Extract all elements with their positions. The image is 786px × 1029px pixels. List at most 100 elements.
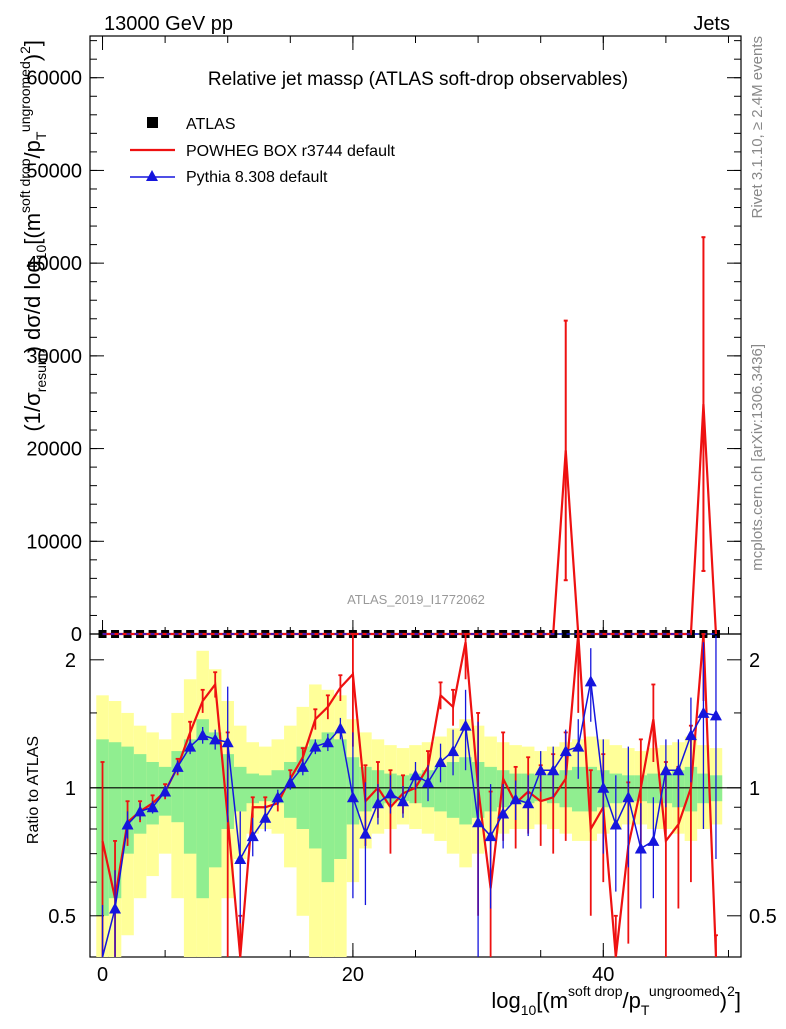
- inner-band-9: [208, 732, 222, 868]
- pythia-ratio-point-44: [647, 834, 660, 846]
- pythia-ratio-point-39: [584, 675, 597, 687]
- pythia-ratio-point-16: [296, 760, 309, 772]
- x-tick-label-2: 40: [592, 964, 614, 986]
- legend-atlas-label: ATLAS: [186, 116, 236, 133]
- pythia-ratio-point-34: [522, 797, 535, 809]
- pythia-ratio-point-28: [447, 745, 460, 757]
- legend-powheg-label: POWHEG BOX r3744 default: [186, 143, 396, 160]
- powheg-ratio-line: [101, 633, 718, 958]
- pythia-ratio-point-35: [534, 764, 547, 776]
- legend: ATLAS POWHEG BOX r3744 default Pythia 8.…: [130, 116, 396, 186]
- atlas-point-37: [561, 630, 570, 638]
- ratio-y-axis-label: Ratio to ATLAS: [25, 736, 42, 844]
- chart-title: Relative jet massρ (ATLAS soft-drop obse…: [208, 69, 628, 90]
- pythia-ratio-point-30: [472, 816, 485, 828]
- pythia-ratio-point-8: [196, 729, 209, 741]
- ratio-tick-label-0: 0.5: [48, 906, 76, 928]
- x-axis-label: log10[(msoft drop/pTungroomed)2]: [491, 983, 741, 1018]
- legend-pythia-marker: [146, 170, 158, 181]
- pythia-ratio-point-12: [246, 830, 259, 842]
- ratio-tick-label-1: 1: [65, 778, 76, 800]
- legend-pythia-label: Pythia 8.308 default: [186, 169, 328, 186]
- pythia-ratio-point-10: [221, 736, 234, 748]
- inner-band-28: [446, 761, 460, 818]
- pythia-ratio-point-20: [346, 791, 359, 803]
- inner-band-29: [459, 757, 472, 825]
- rivet-label: Rivet 3.1.10, ≥ 2.4M events: [749, 36, 766, 219]
- ratio-tick-label-right-1: 1: [749, 778, 760, 800]
- main-series-group: [98, 236, 720, 638]
- pythia-ratio-point-4: [146, 801, 159, 813]
- pythia-ratio-point-24: [396, 795, 409, 807]
- pythia-ratio-point-36: [547, 764, 560, 776]
- inner-band-17: [309, 739, 322, 849]
- inner-band-11: [233, 766, 247, 812]
- pythia-ratio-point-31: [484, 830, 497, 842]
- pythia-ratio-point-5: [159, 785, 172, 797]
- pythia-ratio-point-48: [697, 706, 710, 718]
- pythia-ratio-point-37: [559, 745, 572, 757]
- pythia-ratio-point-46: [672, 764, 685, 776]
- ratio-series-group: [100, 633, 722, 958]
- pythia-ratio-point-11: [234, 853, 247, 865]
- inner-band-19: [334, 739, 347, 860]
- pythia-ratio-point-17: [309, 740, 322, 752]
- ratio-axis-ticks: 0.5 0.5 1 1 2 2: [48, 650, 777, 928]
- pythia-ratio-point-38: [572, 740, 585, 752]
- ratio-tick-label-right-2: 2: [749, 650, 760, 672]
- ratio-tick-label-right-0: 0.5: [749, 906, 777, 928]
- mcplots-label: mcplots.cern.ch [arXiv:1306.3436]: [749, 344, 766, 571]
- main-y-axis-label: (1/σresum) dσ/d log10[(msoft drop/pTungr…: [17, 40, 49, 432]
- legend-atlas-marker: [147, 117, 158, 128]
- x-axis-ticks: 0 20 40: [97, 36, 729, 986]
- beam-label: 13000 GeV pp: [104, 13, 233, 35]
- pythia-ratio-point-15: [284, 776, 297, 788]
- y-tick-label-2: 20000: [26, 439, 82, 461]
- pythia-ratio-point-32: [497, 807, 510, 819]
- y-tick-label-1: 10000: [26, 531, 82, 553]
- pythia-ratio-point-47: [684, 729, 697, 741]
- pythia-ratio-point-25: [409, 769, 422, 781]
- pythia-ratio-point-9: [209, 733, 222, 745]
- pythia-ratio-point-26: [422, 776, 435, 788]
- analysis-id: ATLAS_2019_I1772062: [347, 592, 485, 607]
- pythia-ratio-point-23: [384, 787, 397, 799]
- pythia-ratio-point-40: [597, 781, 610, 793]
- x-tick-label-1: 20: [342, 964, 364, 986]
- y-tick-label-3: 30000: [26, 346, 82, 368]
- inner-band-38: [571, 766, 585, 812]
- ratio-tick-label-2: 2: [65, 650, 76, 672]
- pythia-ratio-point-27: [434, 755, 447, 767]
- x-tick-label-0: 0: [97, 964, 108, 986]
- pythia-ratio-point-18: [321, 736, 334, 748]
- pythia-ratio-point-2: [121, 818, 134, 830]
- inner-band-4: [146, 761, 159, 825]
- y-tick-label-5: 50000: [26, 160, 82, 182]
- pythia-ratio-point-14: [271, 791, 284, 803]
- pythia-ratio-point-7: [184, 740, 197, 752]
- inner-band-18: [321, 732, 335, 883]
- inner-band-8: [196, 719, 209, 899]
- pythia-ratio-point-49: [709, 709, 722, 721]
- pythia-ratio-point-29: [459, 719, 472, 731]
- pythia-ratio-point-1: [109, 902, 122, 914]
- pythia-ratio-point-22: [371, 797, 384, 809]
- pythia-ratio-point-21: [359, 827, 372, 839]
- y-tick-label-6: 60000: [26, 68, 82, 90]
- pythia-ratio-point-13: [259, 811, 272, 823]
- main-axis-ticks: 0 10000 20000 30000 40000 50000 60000: [26, 40, 741, 646]
- pythia-ratio-point-42: [622, 791, 635, 803]
- pythia-ratio-point-45: [659, 764, 672, 776]
- pythia-ratio-point-6: [171, 760, 184, 772]
- pythia-ratio-point-43: [634, 842, 647, 854]
- y-tick-label-0: 0: [71, 624, 82, 646]
- inner-band-15: [284, 761, 297, 818]
- pythia-ratio-point-41: [609, 818, 622, 830]
- pythia-ratio-point-33: [509, 793, 522, 805]
- pythia-ratio-point-19: [334, 722, 347, 734]
- pythia-ratio-point-3: [134, 805, 147, 817]
- inner-band-27: [434, 766, 447, 812]
- jets-label: Jets: [693, 13, 730, 35]
